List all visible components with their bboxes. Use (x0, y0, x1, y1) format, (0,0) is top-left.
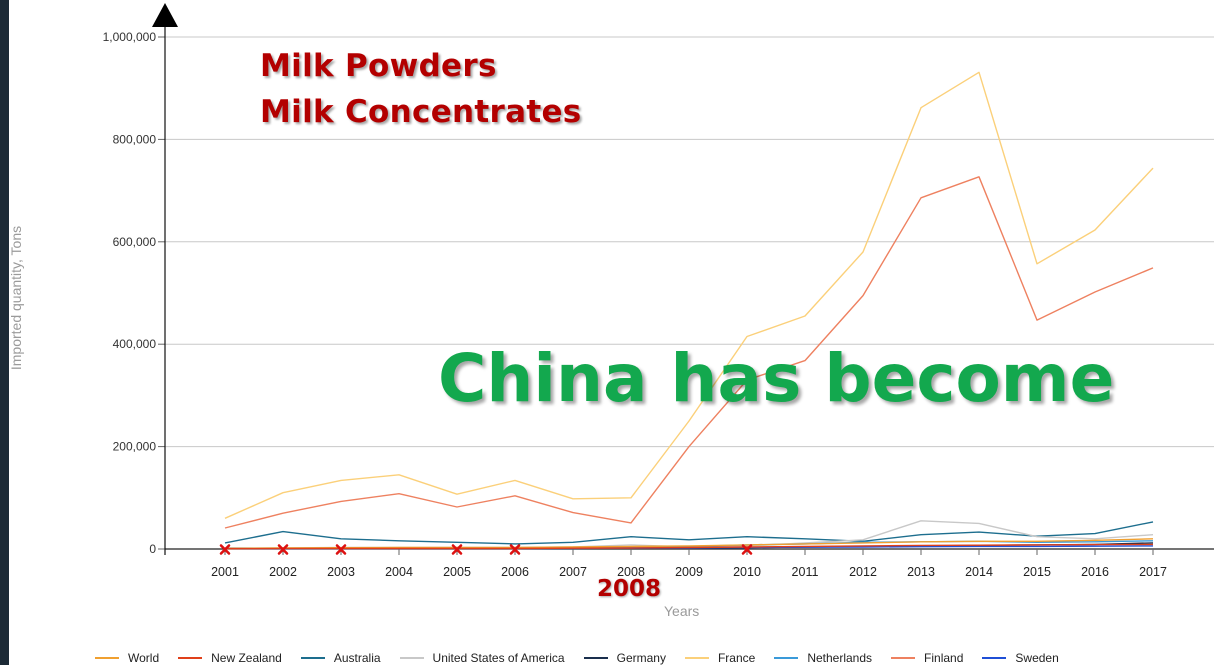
x-tick-label: 2010 (733, 565, 761, 579)
y-axis-title-wrap: Imported quantity, Tons (6, 226, 26, 370)
x-tick-label: 2013 (907, 565, 935, 579)
legend-item[interactable]: Sweden (982, 651, 1059, 665)
legend-swatch (178, 657, 203, 659)
x-tick-label: 2008 (617, 565, 645, 579)
x-tick-label: 2009 (675, 565, 703, 579)
x-tick-label: 2001 (211, 565, 239, 579)
x-tick-label: 2014 (965, 565, 993, 579)
x-tick-label: 2005 (443, 565, 471, 579)
marker-x-icon (335, 544, 347, 555)
legend-label: Australia (333, 651, 381, 665)
missing-data-marker (741, 544, 753, 555)
marker-x-icon (277, 544, 289, 555)
chart-subtitle: Milk Concentrates (260, 94, 582, 130)
legend-label: New Zealand (211, 651, 282, 665)
x-tick-label: 2006 (501, 565, 529, 579)
series-line-new-zealand (224, 543, 1154, 550)
legend-label: United States of America (432, 651, 565, 665)
legend-label: Germany (616, 651, 666, 665)
y-tick-label: 600,000 (113, 235, 157, 249)
legend-item[interactable]: Netherlands (774, 651, 872, 665)
x-tick-label: 2017 (1139, 565, 1167, 579)
marker-x-icon (219, 544, 231, 555)
legend-swatch (399, 657, 424, 659)
legend-item[interactable]: New Zealand (178, 651, 282, 665)
series-line-world (224, 538, 1154, 550)
left-border (0, 0, 9, 665)
x-tick-label: 2002 (269, 565, 297, 579)
y-tick-label: 800,000 (113, 132, 157, 146)
legend-item[interactable]: France (684, 651, 756, 665)
missing-data-marker (509, 544, 521, 555)
missing-data-marker (451, 544, 463, 555)
x-tick-label: 2004 (385, 565, 413, 579)
x-tick-label: 2012 (849, 565, 877, 579)
y-tick-label: 1,000,000 (103, 30, 157, 44)
x-tick-label: 2007 (559, 565, 587, 579)
legend-swatch (982, 657, 1007, 659)
legend-swatch (774, 657, 799, 659)
highlight-year-label: 2008 (597, 576, 662, 602)
y-axis-arrow-icon (152, 3, 178, 27)
legend-label: Netherlands (807, 651, 873, 665)
legend-swatch (583, 657, 608, 659)
x-tick-label: 2011 (792, 565, 819, 579)
y-axis-title: Imported quantity, Tons (8, 225, 24, 371)
x-tick-label: 2015 (1023, 565, 1051, 579)
missing-data-marker (277, 544, 289, 555)
series-line-finland (224, 176, 1154, 529)
series-line-france (224, 71, 1154, 519)
chart-title: Milk Powders (260, 48, 497, 84)
legend-label: Sweden (1015, 651, 1059, 665)
legend-item[interactable]: World (95, 651, 159, 665)
legend-item[interactable]: Finland (891, 651, 963, 665)
legend-item[interactable]: Germany (583, 651, 666, 665)
y-tick-label: 400,000 (113, 337, 157, 351)
missing-data-marker (335, 544, 347, 555)
legend-swatch (891, 657, 916, 659)
marker-x-icon (451, 544, 463, 555)
legend-item[interactable]: Australia (300, 651, 381, 665)
legend-label: Finland (924, 651, 964, 665)
legend-swatch (95, 657, 119, 659)
marker-x-icon (741, 544, 753, 555)
legend-label: France (717, 651, 756, 665)
x-axis-title: Years (664, 603, 700, 619)
annotation-headline: China has become (438, 340, 1115, 417)
legend-label: World (128, 651, 160, 665)
x-tick-label: 2003 (327, 565, 355, 579)
missing-data-marker (219, 544, 231, 555)
legend-swatch (684, 657, 709, 659)
series-line-australia (224, 521, 1154, 545)
marker-x-icon (509, 544, 521, 555)
legend: World New Zealand Australia United States o… (95, 651, 1078, 665)
y-tick-label: 200,000 (113, 440, 157, 454)
x-tick-label: 2016 (1081, 565, 1109, 579)
legend-swatch (300, 657, 325, 659)
legend-item[interactable]: United States of America (399, 651, 565, 665)
y-tick-label: 0 (149, 542, 156, 556)
